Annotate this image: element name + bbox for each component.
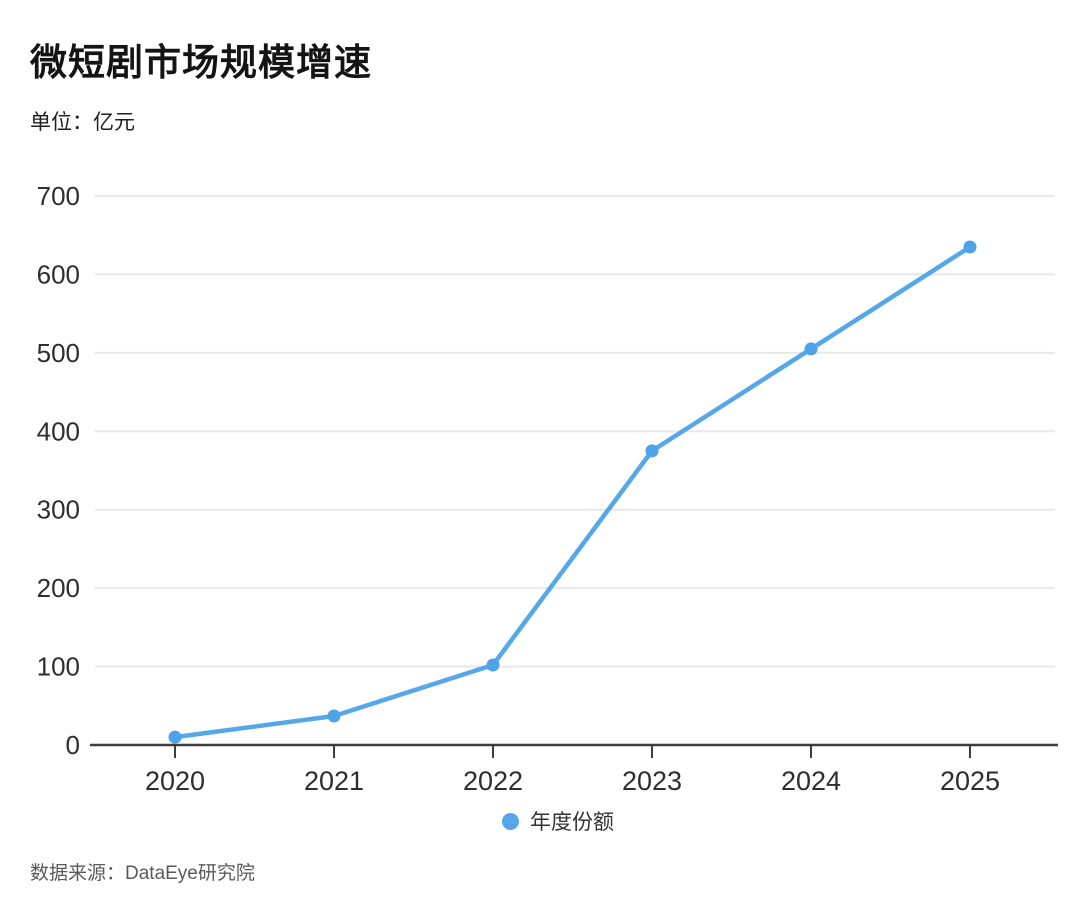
- y-axis-label: 200: [37, 573, 80, 603]
- x-axis-label: 2023: [622, 766, 682, 796]
- legend: 年度份额: [18, 806, 1080, 836]
- data-point[interactable]: [486, 658, 500, 672]
- y-axis-label: 100: [37, 652, 80, 682]
- data-point[interactable]: [645, 444, 659, 458]
- series-line: [172, 244, 973, 740]
- chart-title: 微短剧市场规模增速: [30, 42, 372, 83]
- y-axis-label: 600: [37, 259, 80, 289]
- y-axis-label: 700: [37, 181, 80, 211]
- y-axis-label: 400: [37, 416, 80, 446]
- y-axis-label: 300: [37, 495, 80, 525]
- legend-item-label: 年度份额: [530, 811, 614, 834]
- unit-label: 单位：亿元: [30, 111, 135, 134]
- legend-item-annual-share[interactable]: 年度份额: [502, 806, 614, 836]
- data-point[interactable]: [168, 730, 182, 744]
- x-axis-label: 2022: [463, 766, 523, 796]
- y-axis-label: 0: [66, 730, 80, 760]
- data-point[interactable]: [963, 240, 977, 254]
- x-axis-label: 2025: [940, 766, 1000, 796]
- data-source: 数据来源：DataEye研究院: [30, 863, 255, 884]
- x-axis-label: 2024: [781, 766, 841, 796]
- legend-dot-icon: [502, 812, 519, 830]
- line-chart-canvas: 0 100 200 300 400 500 600 700 2020 2021 2022 2023 20…: [37, 181, 1058, 796]
- data-point[interactable]: [804, 342, 818, 356]
- data-point[interactable]: [327, 709, 341, 723]
- y-axis-label: 500: [37, 338, 80, 368]
- x-axis-label: 2020: [145, 766, 205, 796]
- x-axis-label: 2021: [304, 766, 364, 796]
